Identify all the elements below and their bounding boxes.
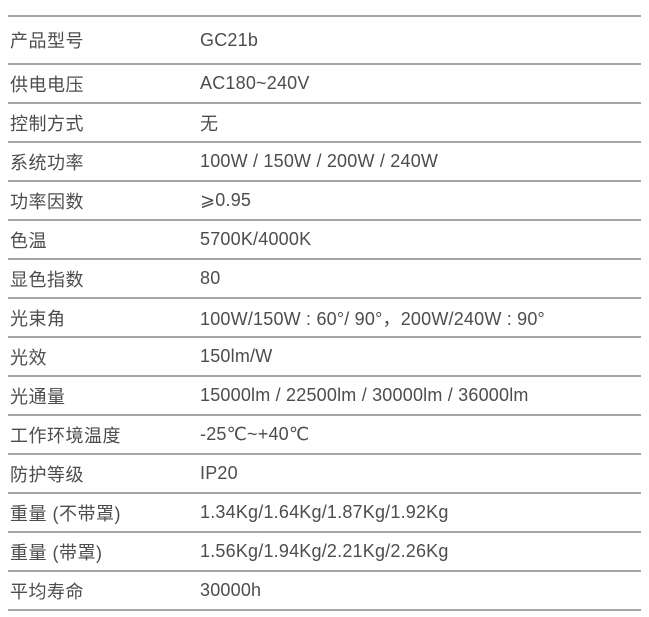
spec-row: 供电电压 AC180~240V	[8, 65, 641, 104]
spec-value: 无	[200, 113, 219, 134]
spec-label: 平均寿命	[10, 581, 84, 602]
spec-value: 15000lm / 22500lm / 30000lm / 36000lm	[200, 385, 529, 405]
spec-label: 产品型号	[10, 31, 84, 51]
spec-row: 系统功率 100W / 150W / 200W / 240W	[8, 143, 641, 182]
spec-row: 控制方式 无	[8, 104, 641, 143]
spec-label: 重量 (带罩)	[10, 542, 103, 563]
spec-row: 光通量 15000lm / 22500lm / 30000lm / 36000l…	[8, 377, 641, 416]
spec-value: ⩾0.95	[200, 190, 252, 210]
spec-label: 重量 (不带罩)	[10, 503, 121, 524]
spec-label: 色温	[10, 230, 47, 251]
spec-value: 150lm/W	[200, 346, 273, 366]
spec-row: 重量 (不带罩) 1.34Kg/1.64Kg/1.87Kg/1.92Kg	[8, 494, 641, 533]
spec-value: IP20	[200, 463, 238, 483]
spec-value: 5700K/4000K	[200, 229, 312, 249]
spec-label: 光效	[10, 347, 47, 368]
spec-label: 控制方式	[10, 113, 84, 134]
spec-value: 1.56Kg/1.94Kg/2.21Kg/2.26Kg	[200, 541, 449, 561]
spec-table: 产品型号 GC21b 供电电压 AC180~240V 控制方式 无 系统功率 1…	[8, 15, 641, 611]
spec-label: 系统功率	[10, 152, 84, 173]
spec-row: 重量 (带罩) 1.56Kg/1.94Kg/2.21Kg/2.26Kg	[8, 533, 641, 572]
spec-row: 功率因数 ⩾0.95	[8, 182, 641, 221]
spec-row: 防护等级 IP20	[8, 455, 641, 494]
spec-row: 光束角 100W/150W : 60°/ 90°，200W/240W : 90°	[8, 299, 641, 338]
spec-label: 光通量	[10, 386, 66, 407]
spec-label: 显色指数	[10, 269, 84, 290]
spec-row: 平均寿命 30000h	[8, 572, 641, 611]
spec-value: -25℃~+40℃	[200, 424, 310, 444]
spec-label: 防护等级	[10, 464, 84, 485]
spec-label: 功率因数	[10, 191, 84, 212]
spec-label: 光束角	[10, 308, 66, 329]
spec-row: 产品型号 GC21b	[8, 17, 641, 65]
spec-row: 光效 150lm/W	[8, 338, 641, 377]
spec-value: 1.34Kg/1.64Kg/1.87Kg/1.92Kg	[200, 502, 449, 522]
spec-label: 工作环境温度	[10, 425, 121, 446]
spec-row: 显色指数 80	[8, 260, 641, 299]
spec-value: 100W/150W : 60°/ 90°，200W/240W : 90°	[200, 308, 545, 329]
spec-row: 工作环境温度 -25℃~+40℃	[8, 416, 641, 455]
spec-value: GC21b	[200, 29, 259, 50]
spec-value: 30000h	[200, 580, 262, 600]
spec-label: 供电电压	[10, 74, 84, 95]
spec-value: AC180~240V	[200, 73, 310, 93]
spec-value: 100W / 150W / 200W / 240W	[200, 151, 439, 171]
spec-row: 色温 5700K/4000K	[8, 221, 641, 260]
spec-value: 80	[200, 268, 221, 288]
